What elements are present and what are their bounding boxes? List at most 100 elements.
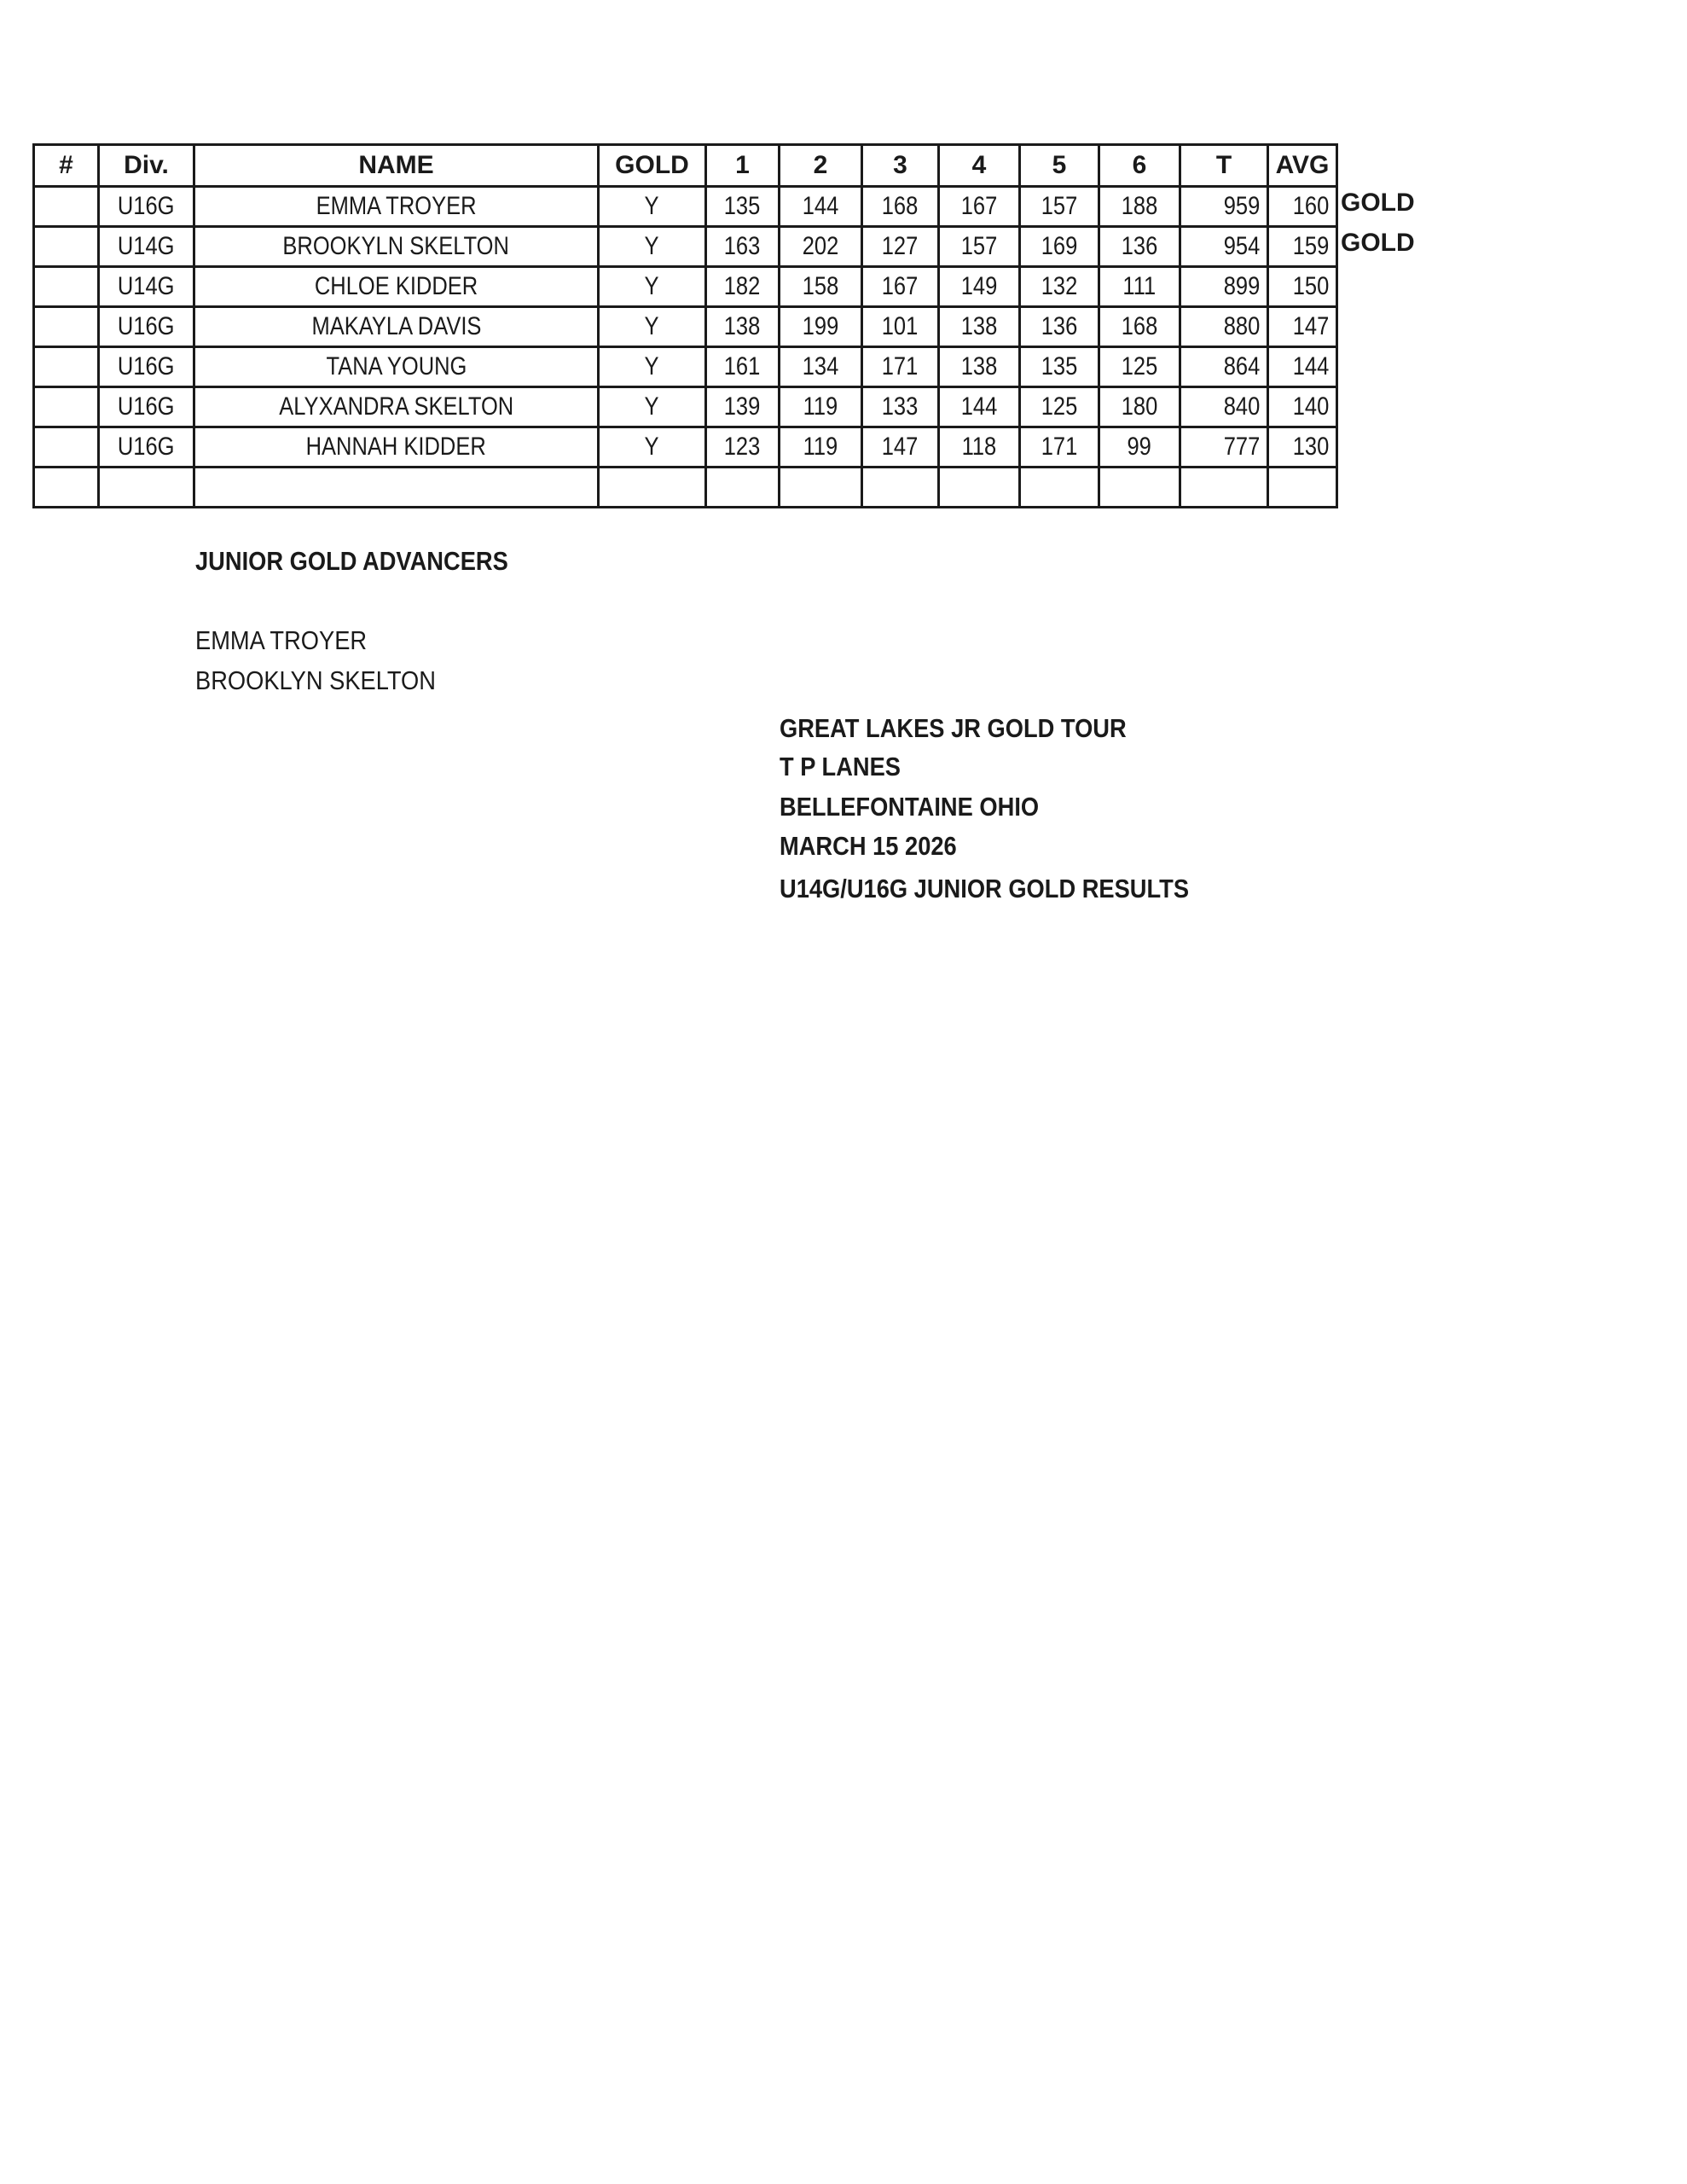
empty-cell xyxy=(1179,466,1269,508)
cell-text: 167 xyxy=(882,272,919,300)
game-score-cell: 136 xyxy=(1018,305,1100,348)
column-header: T xyxy=(1179,143,1269,188)
cell-text: U16G xyxy=(118,192,175,220)
gold-flag: GOLD xyxy=(1341,189,1415,217)
cell: U16G xyxy=(97,426,195,468)
empty-cell xyxy=(1098,466,1181,508)
game-score-cell: 119 xyxy=(778,386,863,428)
table-row: U16G TANA YOUNG Y 161 134 171 138 135 125 864 144 xyxy=(32,346,1338,388)
cell: Y xyxy=(597,265,707,308)
game-score-cell: 138 xyxy=(704,305,780,348)
cell-text: Y xyxy=(644,192,659,220)
game-score-cell: 144 xyxy=(937,386,1021,428)
avg-cell: 160 xyxy=(1267,185,1338,228)
cell: HANNAH KIDDER xyxy=(193,426,600,468)
avg-cell: 130 xyxy=(1267,426,1338,468)
cell-text: 125 xyxy=(1041,392,1078,421)
cell-text: 119 xyxy=(803,433,838,461)
game-score-cell: 163 xyxy=(704,225,780,268)
column-header: 4 xyxy=(937,143,1021,188)
cell-text: 125 xyxy=(1121,352,1158,380)
game-score-cell: 138 xyxy=(937,305,1021,348)
game-score-cell: 119 xyxy=(778,426,863,468)
cell-text: 188 xyxy=(1121,192,1158,220)
cell-text: Y xyxy=(644,352,659,380)
cell-text: ALYXANDRA SKELTON xyxy=(279,392,513,421)
cell-text: 119 xyxy=(803,392,838,421)
cell-text: 135 xyxy=(1041,352,1078,380)
cell-text: EMMA TROYER xyxy=(316,192,477,220)
column-header: 6 xyxy=(1098,143,1181,188)
cell-text: 171 xyxy=(1041,433,1078,461)
avg-cell: 150 xyxy=(1267,265,1338,308)
empty-cell xyxy=(1267,466,1338,508)
empty-cell xyxy=(704,466,780,508)
cell-text: 199 xyxy=(802,312,839,340)
cell: U16G xyxy=(97,386,195,428)
cell-text: 118 xyxy=(961,433,997,461)
cell-text: U16G xyxy=(118,312,175,340)
game-score-cell: 168 xyxy=(861,185,940,228)
cell-text: 138 xyxy=(724,312,761,340)
column-header: GOLD xyxy=(597,143,707,188)
game-score-cell: 144 xyxy=(778,185,863,228)
game-score-cell: 125 xyxy=(1098,346,1181,388)
game-score-cell: 118 xyxy=(937,426,1021,468)
event-date: MARCH 15 2026 xyxy=(780,831,957,861)
cell-text: 139 xyxy=(724,392,761,421)
game-score-cell: 149 xyxy=(937,265,1021,308)
column-header: 5 xyxy=(1018,143,1100,188)
empty-cell xyxy=(778,466,863,508)
cell-text: 150 xyxy=(1292,272,1330,300)
empty-cell xyxy=(193,466,600,508)
cell-text: 169 xyxy=(1041,232,1078,260)
cell: U16G xyxy=(97,346,195,388)
game-score-cell: 123 xyxy=(704,426,780,468)
empty-cell xyxy=(937,466,1021,508)
cell-text: 160 xyxy=(1292,192,1330,220)
game-score-cell: 180 xyxy=(1098,386,1181,428)
game-score-cell: 136 xyxy=(1098,225,1181,268)
column-header: Div. xyxy=(97,143,195,188)
cell: CHLOE KIDDER xyxy=(193,265,600,308)
cell: Y xyxy=(597,185,707,228)
game-score-cell: 133 xyxy=(861,386,940,428)
total-cell: 899 xyxy=(1179,265,1269,308)
game-score-cell: 157 xyxy=(937,225,1021,268)
cell-text: U16G xyxy=(118,433,175,461)
cell-text: 159 xyxy=(1292,232,1330,260)
total-cell: 840 xyxy=(1179,386,1269,428)
cell xyxy=(32,346,100,388)
cell-text: 171 xyxy=(882,352,919,380)
game-score-cell: 138 xyxy=(937,346,1021,388)
cell-text: 111 xyxy=(1122,272,1157,300)
column-header: # xyxy=(32,143,100,188)
game-score-cell: 161 xyxy=(704,346,780,388)
empty-cell xyxy=(32,466,100,508)
cell: U16G xyxy=(97,185,195,228)
cell xyxy=(32,185,100,228)
cell-text: 147 xyxy=(882,433,919,461)
game-score-cell: 202 xyxy=(778,225,863,268)
empty-cell xyxy=(861,466,940,508)
cell: U16G xyxy=(97,305,195,348)
cell xyxy=(32,386,100,428)
cell-text: 168 xyxy=(1121,312,1158,340)
cell-text: CHLOE KIDDER xyxy=(314,272,478,300)
cell-text: TANA YOUNG xyxy=(326,352,467,380)
column-header: AVG xyxy=(1267,143,1338,188)
cell-text: HANNAH KIDDER xyxy=(305,433,487,461)
cell: BROOKYLN SKELTON xyxy=(193,225,600,268)
cell-text: 149 xyxy=(960,272,998,300)
cell-text: Y xyxy=(644,272,659,300)
cell-text: 134 xyxy=(802,352,839,380)
game-score-cell: 157 xyxy=(1018,185,1100,228)
cell-text: 840 xyxy=(1223,392,1261,421)
game-score-cell: 139 xyxy=(704,386,780,428)
advancer-name: BROOKLYN SKELTON xyxy=(195,665,436,695)
cell: Y xyxy=(597,305,707,348)
game-score-cell: 132 xyxy=(1018,265,1100,308)
event-tour: GREAT LAKES JR GOLD TOUR xyxy=(780,713,1127,743)
cell-text: 132 xyxy=(1041,272,1078,300)
game-score-cell: 199 xyxy=(778,305,863,348)
